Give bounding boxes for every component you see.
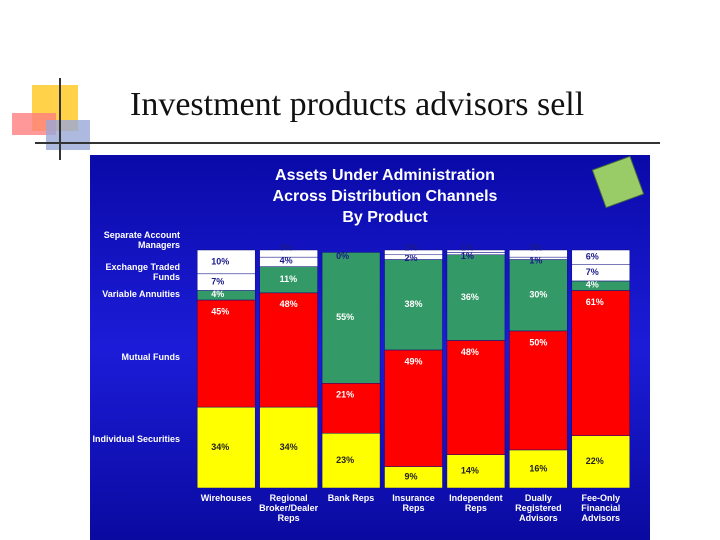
bar-segment [446, 249, 506, 253]
value-label: 10% [211, 256, 229, 266]
bar-segment [571, 280, 631, 291]
value-label: 34% [280, 442, 298, 452]
bar-segment [384, 249, 443, 256]
value-label: 2% [405, 253, 418, 263]
chart-title-line: Across Distribution Channels [273, 188, 498, 205]
value-label: 4% [211, 289, 224, 299]
bar-segment [446, 252, 506, 256]
bar-segment [571, 249, 631, 265]
chart-title: Assets Under Administration Across Distri… [273, 167, 498, 226]
bar-segment [571, 264, 631, 282]
value-label: 55% [336, 312, 354, 322]
bar-segment [321, 383, 381, 434]
value-label: 61% [586, 297, 604, 307]
plot: 34% 45% 4% 7% 10% 34% 48% 11% 4% 3% 23% 21% 55% 0% 9% 4… [196, 242, 631, 489]
value-label: 9% [405, 472, 418, 482]
legend-label: Variable Annuities [102, 289, 180, 299]
bar-segment [571, 290, 631, 436]
bar-segment [196, 290, 256, 301]
value-label: 49% [405, 356, 423, 366]
value-label: 6% [586, 252, 599, 262]
bar-segment [259, 406, 318, 489]
bar-segment [446, 454, 506, 489]
legend-label: Individual Securities [92, 434, 180, 444]
bar-segment [321, 433, 381, 489]
x-tick-label: Wirehouses [200, 493, 252, 503]
slide-title: Investment products advisors sell [130, 86, 585, 123]
legend-label: Mutual Funds [121, 352, 181, 362]
x-tick-label: Fee-Only Financial Advisors [581, 493, 621, 523]
value-label: 7% [586, 267, 599, 277]
bar-segment [509, 259, 568, 332]
bar-segment [384, 349, 443, 467]
bar-segment [509, 330, 568, 451]
x-tick-label: Independent Reps [449, 493, 503, 513]
value-label: 16% [529, 463, 547, 473]
value-label: 21% [336, 390, 354, 400]
bar-segment [196, 273, 256, 291]
value-label: 0% [336, 251, 349, 261]
legend-label: Separate Account Managers [103, 230, 180, 250]
bar-segment [259, 292, 318, 408]
chart-title-line: By Product [342, 209, 428, 226]
value-label: 23% [336, 455, 354, 465]
value-label: 3% [529, 242, 542, 252]
value-label: 34% [211, 442, 229, 452]
value-label: 2% [405, 242, 418, 252]
value-label: 7% [211, 277, 224, 287]
x-tick-label: Regional Broker/Dealer Reps [259, 493, 319, 523]
value-label: 50% [529, 337, 547, 347]
deco-square [12, 113, 56, 135]
bar-segment [509, 249, 568, 258]
bar-segment [384, 259, 443, 351]
value-label: 14% [461, 466, 479, 476]
x-tick-label: Bank Reps [327, 493, 375, 503]
value-label: 38% [405, 299, 423, 309]
bar-segment [571, 435, 631, 489]
bar-segment [446, 340, 506, 455]
money-icon [591, 155, 645, 209]
bar-segment [446, 254, 506, 341]
bar-segment [196, 299, 256, 408]
chart-title-line: Assets Under Administration [275, 167, 495, 184]
value-label: 45% [211, 306, 229, 316]
bar-segment [196, 249, 256, 275]
bar-segment [259, 266, 318, 294]
value-label: 22% [586, 456, 604, 466]
bar-segment [321, 252, 381, 384]
x-tick-label: Insurance Reps [392, 493, 435, 513]
bar-segment [259, 249, 318, 258]
value-label: 36% [461, 292, 479, 302]
value-label: 1% [461, 251, 474, 261]
x-tick-label: Dually Registered Advisors [515, 493, 562, 523]
value-label: 4% [586, 279, 599, 289]
value-label: 11% [280, 274, 298, 284]
value-label: 30% [529, 290, 547, 300]
value-label: 4% [280, 256, 293, 266]
value-label: 48% [461, 347, 479, 357]
legend-label: Exchange Traded Funds [105, 262, 180, 282]
value-label: 1% [529, 256, 542, 266]
deco-square [46, 120, 90, 150]
value-label: 48% [280, 299, 298, 309]
value-label: 1% [461, 242, 474, 252]
value-label: 3% [280, 242, 293, 252]
